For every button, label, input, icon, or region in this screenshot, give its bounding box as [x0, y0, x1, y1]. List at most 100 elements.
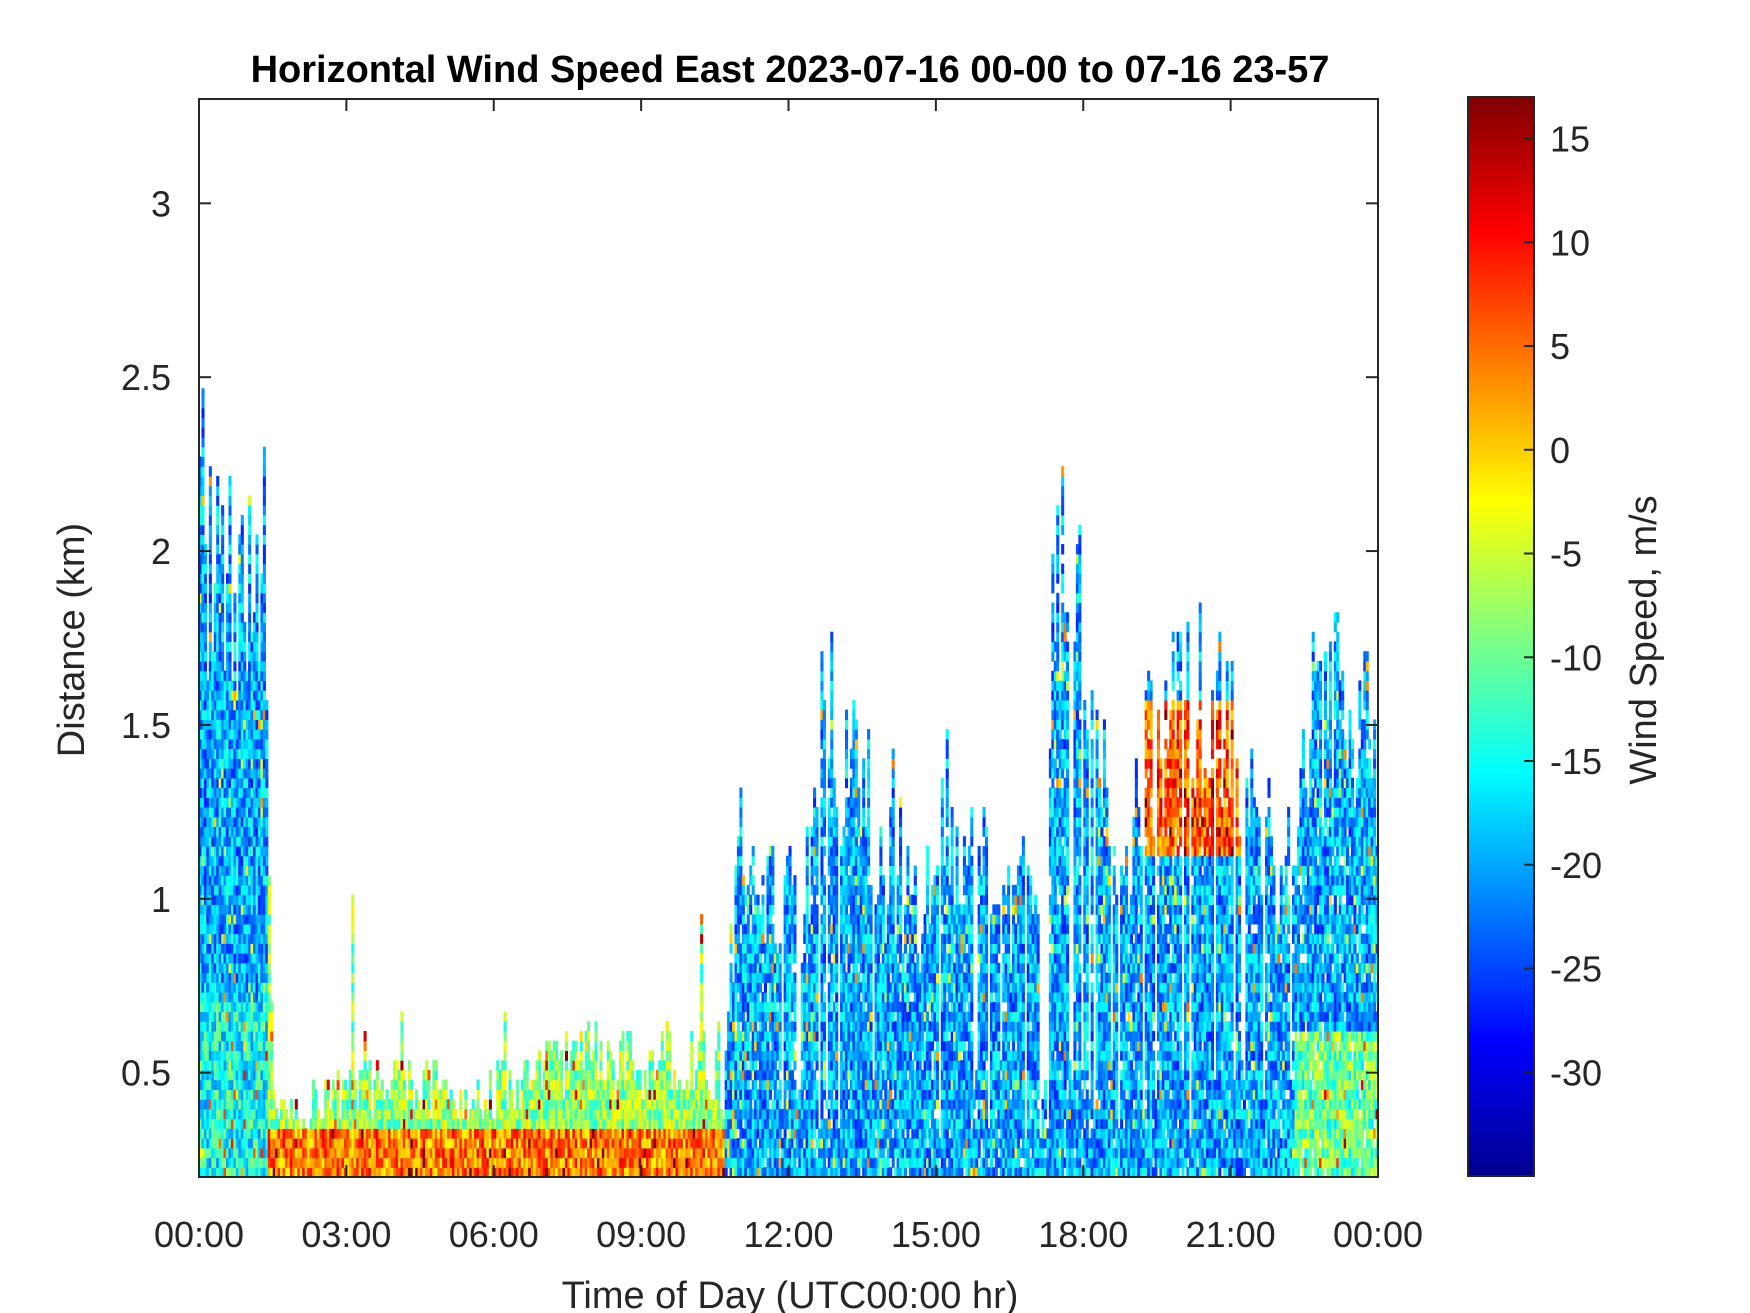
heatmap-cell — [827, 1167, 831, 1178]
heatmap-cell — [827, 1089, 831, 1100]
heatmap-cell — [213, 1099, 217, 1110]
heatmap-cell — [810, 933, 814, 944]
heatmap-cell — [781, 1118, 785, 1129]
heatmap-cell — [727, 1128, 731, 1139]
heatmap-cell — [201, 1128, 205, 1139]
heatmap-cell — [763, 972, 767, 983]
heatmap-cell — [540, 1157, 544, 1168]
heatmap-cell — [766, 962, 770, 974]
heatmap-cell — [692, 1108, 696, 1120]
heatmap-cell — [626, 1089, 630, 1100]
heatmap-cell — [790, 1030, 795, 1042]
heatmap-cell — [756, 1118, 760, 1129]
heatmap-cell — [749, 1138, 753, 1149]
heatmap-cell — [221, 514, 225, 526]
heatmap-cell — [228, 962, 232, 974]
heatmap-cell — [262, 953, 266, 964]
heatmap-cell — [741, 1069, 745, 1081]
heatmap-cell — [756, 1050, 760, 1061]
heatmap-cell — [800, 1147, 804, 1159]
heatmap-cell — [567, 1118, 571, 1129]
heatmap-cell — [240, 719, 244, 730]
heatmap-cell — [199, 923, 203, 935]
heatmap-cell — [240, 680, 244, 691]
heatmap-cell — [235, 729, 239, 740]
heatmap-cell — [537, 1060, 542, 1071]
heatmap-cell — [790, 904, 795, 915]
heatmap-cell — [786, 1069, 790, 1081]
heatmap-cell — [810, 845, 814, 857]
heatmap-cell — [201, 738, 205, 750]
heatmap-cell — [206, 816, 210, 828]
heatmap-cell — [592, 1099, 596, 1110]
heatmap-cell — [216, 534, 220, 545]
heatmap-cell — [827, 865, 831, 876]
heatmap-cell — [240, 1001, 244, 1013]
heatmap-cell — [626, 1138, 630, 1149]
heatmap-cell — [201, 466, 205, 477]
heatmap-cell — [324, 1079, 328, 1090]
heatmap-cell — [719, 1167, 723, 1178]
heatmap-cell — [248, 524, 252, 535]
heatmap-cell — [206, 943, 210, 954]
heatmap-cell — [253, 709, 257, 720]
heatmap-cell — [805, 1089, 809, 1100]
heatmap-cell — [223, 933, 227, 944]
heatmap-cell — [766, 1099, 770, 1110]
heatmap-cell — [808, 982, 812, 993]
heatmap-cell — [790, 1118, 795, 1129]
heatmap-cell — [309, 1138, 313, 1149]
heatmap-cell — [284, 1157, 289, 1168]
heatmap-cell — [238, 1157, 242, 1168]
heatmap-cell — [216, 1069, 220, 1081]
heatmap-cell — [783, 914, 787, 925]
heatmap-cell — [579, 1128, 583, 1139]
heatmap-cell — [589, 1079, 593, 1090]
heatmap-cell — [810, 1108, 814, 1120]
heatmap-cell — [665, 1089, 669, 1100]
heatmap-cell — [815, 962, 819, 974]
heatmap-cell — [250, 1001, 254, 1013]
heatmap-cell — [736, 1099, 740, 1110]
heatmap-cell — [582, 1079, 586, 1090]
heatmap-cell — [424, 1118, 429, 1129]
heatmap-cell — [235, 768, 239, 779]
heatmap-cell — [525, 1079, 529, 1090]
heatmap-cell — [788, 1138, 792, 1149]
heatmap-cell — [280, 1138, 284, 1149]
heatmap-cell — [201, 845, 205, 857]
heatmap-cell — [501, 1069, 505, 1081]
heatmap-cell — [628, 1030, 632, 1042]
heatmap-cell — [704, 1128, 709, 1139]
heatmap-cell — [238, 709, 242, 720]
heatmap-cell — [736, 875, 740, 886]
heatmap-cell — [250, 758, 254, 769]
heatmap-cell — [513, 1118, 517, 1129]
heatmap-cell — [783, 1138, 787, 1149]
heatmap-cell — [321, 1157, 325, 1168]
heatmap-cell — [221, 729, 225, 740]
heatmap-cell — [297, 1147, 301, 1159]
heatmap-cell — [348, 1167, 352, 1178]
heatmap-cell — [606, 1108, 610, 1120]
heatmap-cell — [282, 1157, 286, 1168]
heatmap-cell — [820, 884, 824, 896]
heatmap-cell — [596, 1147, 600, 1159]
heatmap-cell — [749, 904, 753, 915]
heatmap-cell — [614, 1118, 618, 1129]
heatmap-cell — [732, 1011, 736, 1022]
heatmap-cell — [245, 1050, 249, 1061]
heatmap-cell — [766, 1011, 770, 1022]
heatmap-cell — [223, 943, 227, 954]
heatmap-cell — [820, 1069, 824, 1081]
heatmap-cell — [572, 1108, 576, 1120]
heatmap-cell — [793, 894, 797, 905]
heatmap-cell — [351, 1157, 355, 1168]
heatmap-cell — [199, 495, 203, 506]
heatmap-cell — [449, 1128, 453, 1139]
heatmap-cell — [751, 1138, 755, 1149]
heatmap-cell — [245, 1030, 249, 1042]
heatmap-cell — [245, 768, 249, 779]
heatmap-cell — [228, 583, 232, 594]
heatmap-cell — [203, 787, 207, 798]
